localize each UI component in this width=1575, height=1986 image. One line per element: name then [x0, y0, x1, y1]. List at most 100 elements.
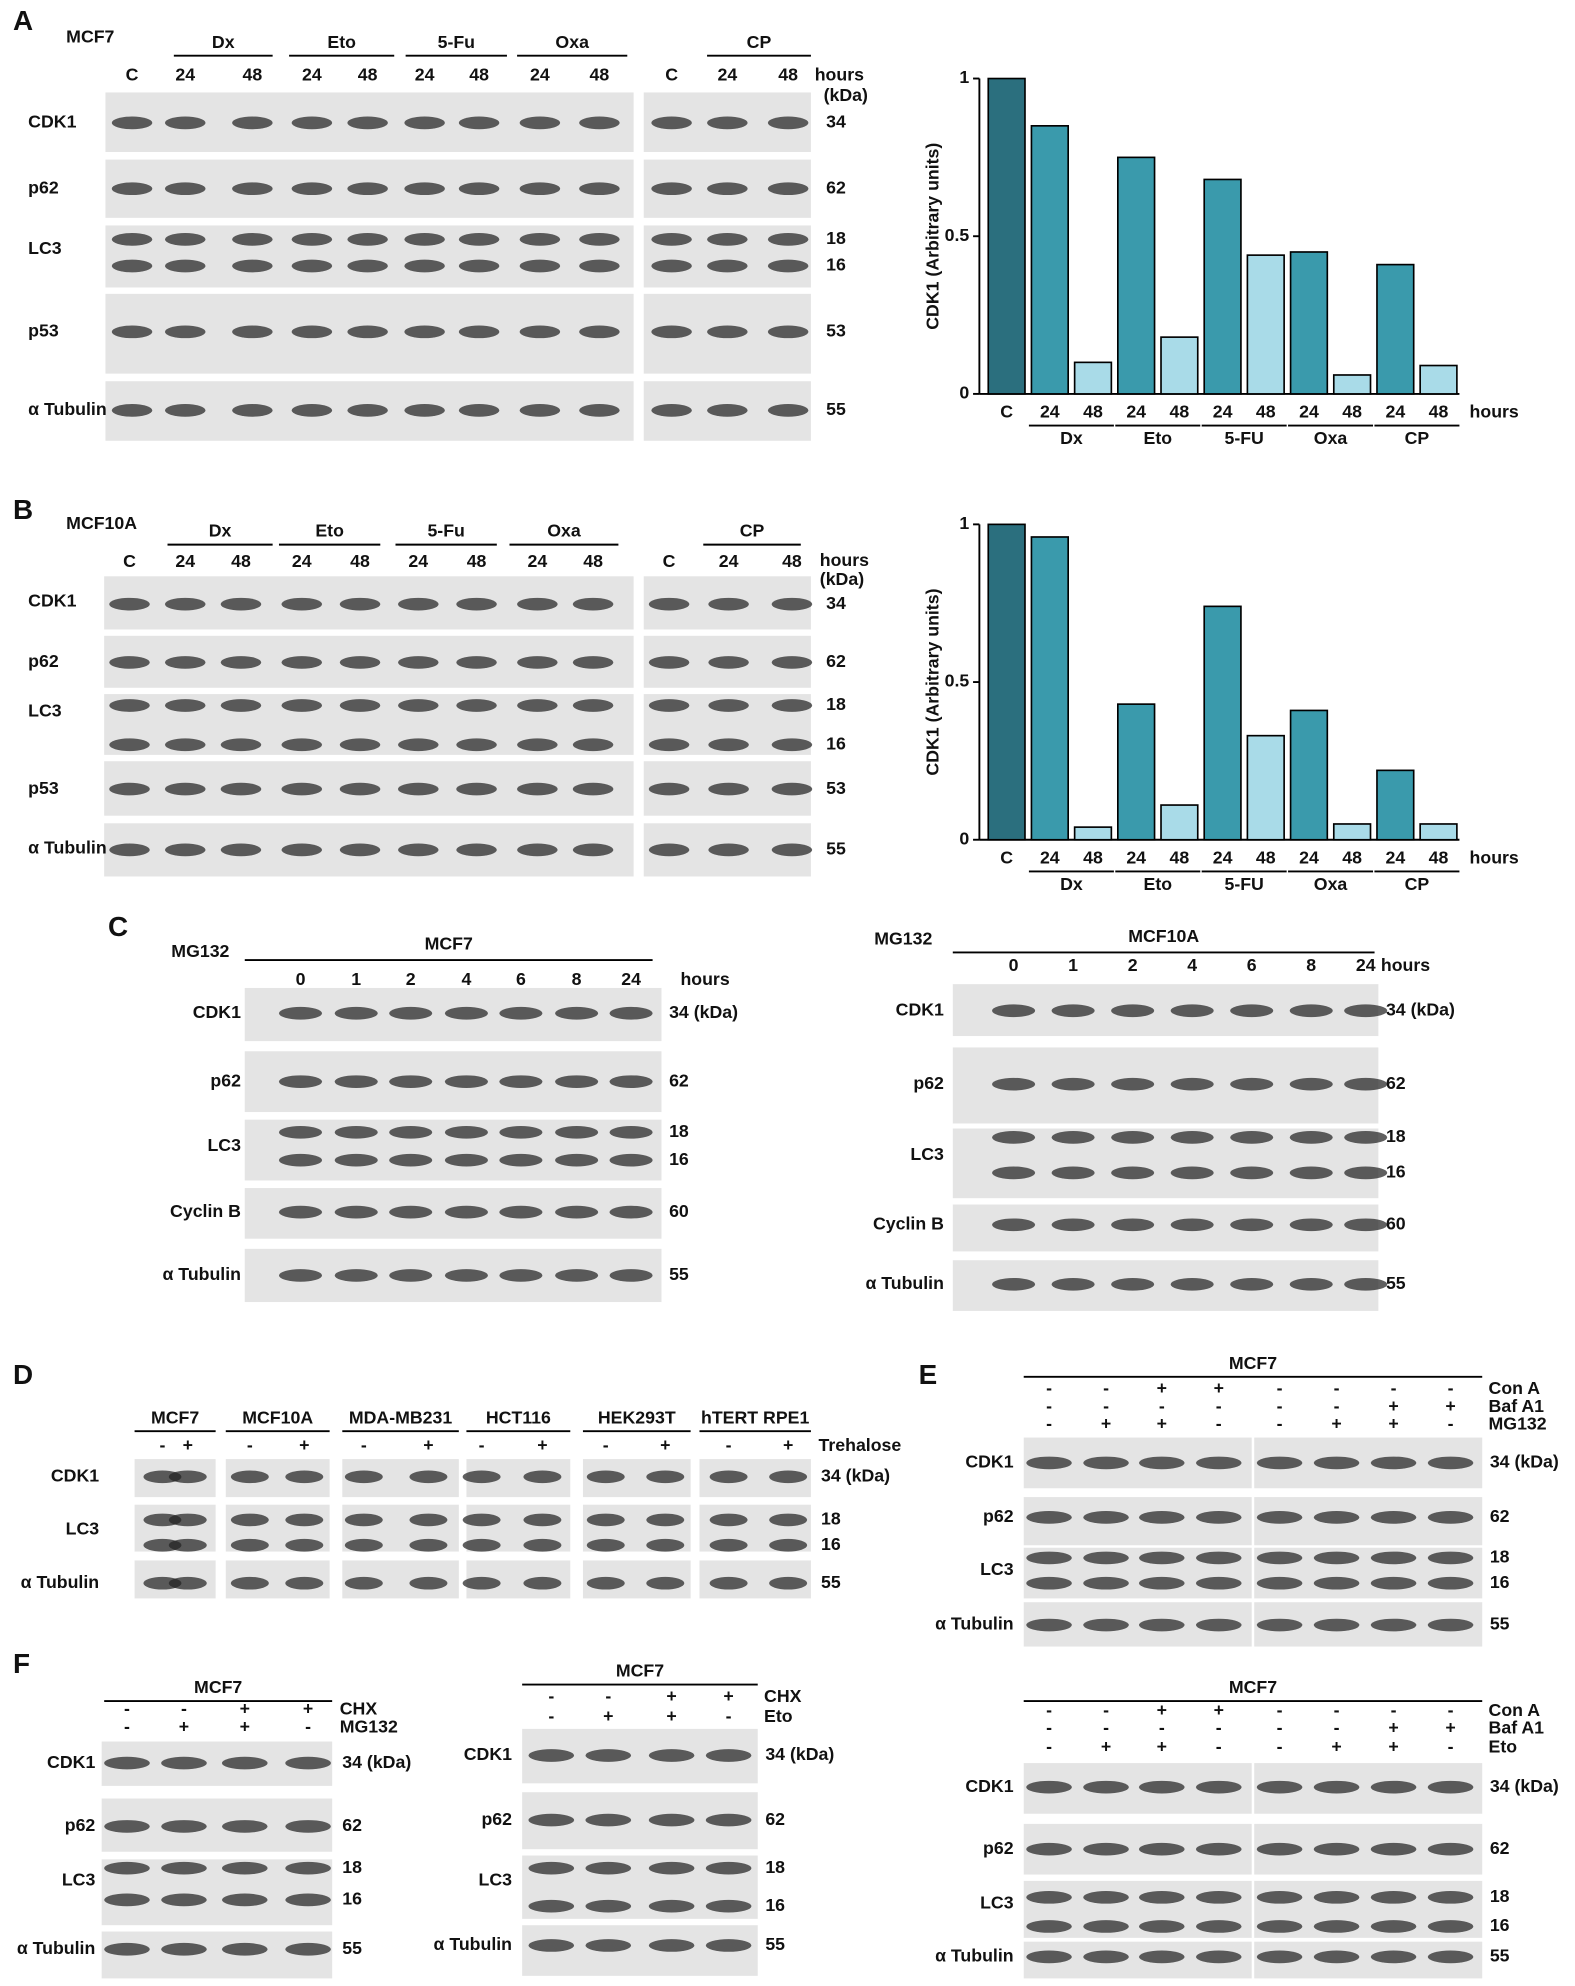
band [334, 1269, 378, 1282]
bar [1376, 263, 1415, 395]
kda-label: 18 [1490, 1547, 1510, 1567]
kda-label: 16 [1490, 1915, 1510, 1935]
band [1427, 1456, 1474, 1470]
band [708, 699, 749, 712]
kda-label: 34 (kDa) [669, 1002, 738, 1022]
x-tick-label: 24 [1299, 847, 1319, 867]
sign: - [1159, 1396, 1165, 1416]
treatment-label: MG132 [171, 941, 229, 961]
sign: - [1334, 1718, 1340, 1738]
sign: + [1214, 1700, 1224, 1720]
band [579, 259, 620, 273]
group-label: Dx [209, 521, 232, 541]
band [707, 116, 748, 130]
band [651, 116, 692, 130]
band [398, 843, 439, 857]
lane-label: 4 [461, 969, 471, 989]
band [462, 1470, 501, 1484]
band [519, 116, 561, 130]
group-label: MCF7 [151, 1407, 199, 1427]
band [164, 597, 206, 611]
protein-label: CDK1 [51, 1466, 99, 1486]
band [398, 699, 439, 712]
band [109, 597, 150, 611]
band [769, 1470, 808, 1484]
group-label: Oxa [555, 32, 589, 52]
lane-label: 24 [1356, 955, 1376, 975]
band [404, 259, 445, 273]
lane-label: 48 [782, 551, 802, 571]
band [1289, 1166, 1333, 1180]
band [572, 699, 614, 712]
band [519, 233, 561, 246]
band [651, 182, 692, 196]
band [646, 1470, 685, 1484]
protein-label: LC3 [479, 1870, 513, 1890]
sign: - [548, 1686, 554, 1706]
treatment-label: MG132 [874, 928, 932, 948]
band [164, 656, 206, 669]
band [285, 1893, 331, 1907]
band [579, 404, 620, 417]
band [444, 1205, 488, 1219]
band [648, 699, 690, 712]
lane-label: 1 [1068, 955, 1078, 975]
protein-label: p62 [481, 1809, 512, 1829]
band [1083, 1950, 1129, 1964]
bar [987, 77, 1026, 395]
sign: - [1334, 1378, 1340, 1398]
band [285, 1756, 331, 1770]
band [648, 782, 690, 796]
bar [987, 523, 1026, 841]
sign: - [1046, 1396, 1052, 1416]
band [281, 782, 323, 796]
sign: - [1046, 1414, 1052, 1434]
panel-letter: E [919, 1359, 938, 1390]
band [586, 1538, 625, 1552]
band [220, 738, 262, 752]
band [221, 1861, 268, 1875]
protein-label: p62 [28, 177, 59, 197]
x-tick-label: 48 [1342, 847, 1362, 867]
kda-label: 62 [826, 651, 846, 671]
sign: - [1103, 1378, 1109, 1398]
band [220, 699, 262, 712]
band [1370, 1511, 1417, 1524]
band [651, 325, 692, 339]
band [1427, 1842, 1474, 1856]
protein-label: p53 [28, 321, 59, 341]
band [1111, 1277, 1155, 1291]
band [1026, 1842, 1072, 1856]
lane-label: 48 [583, 551, 603, 571]
band [555, 1125, 599, 1139]
band [586, 1513, 625, 1527]
band [528, 1899, 575, 1913]
kda-label: 55 [1386, 1273, 1406, 1293]
band [519, 325, 561, 339]
protein-label: Cyclin B [873, 1213, 944, 1233]
band [517, 738, 558, 752]
band [1427, 1920, 1474, 1933]
band [771, 738, 813, 752]
sign: - [603, 1435, 609, 1455]
kda-label: 53 [826, 321, 846, 341]
lane-label: 48 [350, 551, 370, 571]
band [1289, 1131, 1333, 1144]
band [1051, 1131, 1095, 1144]
kda-label: 16 [1386, 1162, 1406, 1182]
group-label: Eto [1144, 874, 1173, 894]
band [111, 325, 153, 339]
y-tick-label: 1 [959, 513, 969, 533]
band [1083, 1576, 1129, 1590]
band [404, 182, 445, 196]
band [347, 259, 388, 273]
protein-label: α Tubulin [28, 399, 106, 419]
band [585, 1749, 632, 1762]
band [1370, 1576, 1417, 1590]
band [1138, 1511, 1185, 1524]
x-unit-label: hours [1470, 847, 1519, 867]
lane-label: 24 [408, 551, 428, 571]
band [398, 597, 439, 611]
band [1289, 1004, 1333, 1018]
band [339, 656, 381, 669]
